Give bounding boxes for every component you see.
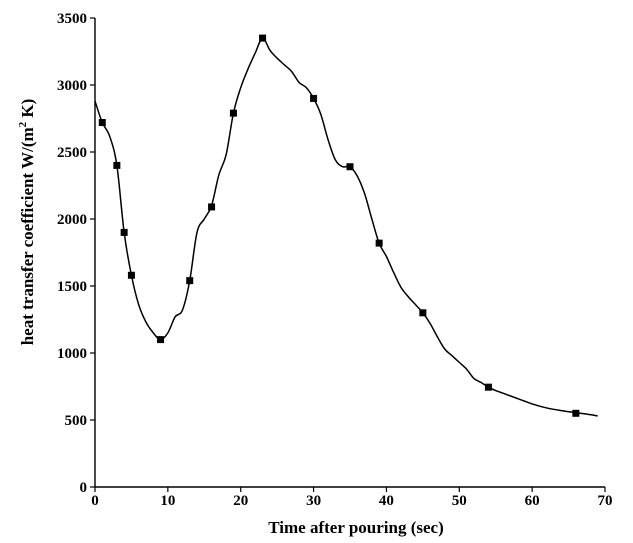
y-tick-label: 2000: [57, 212, 87, 228]
x-tick-label: 40: [379, 493, 394, 509]
data-point-marker: [375, 239, 383, 247]
x-axis-ticks: 0 10 20 30 40 50 60 70: [91, 487, 613, 509]
x-tick-label: 30: [306, 493, 321, 509]
x-tick-label: 0: [91, 493, 99, 509]
x-tick-label: 10: [160, 493, 175, 509]
y-tick-label: 0: [80, 480, 88, 496]
data-point-marker: [157, 336, 165, 344]
data-point-marker: [127, 271, 135, 279]
data-point-marker: [310, 94, 318, 102]
data-point-marker: [208, 203, 216, 211]
x-axis-title: Time after pouring (sec): [268, 518, 443, 537]
y-tick-label: 3000: [57, 78, 87, 94]
x-tick-label: 20: [233, 493, 248, 509]
series-line: [94, 37, 598, 417]
series-markers: [98, 34, 580, 417]
y-tick-label: 1000: [57, 346, 87, 362]
y-tick-label: 1500: [57, 279, 87, 295]
y-tick-label: 2500: [57, 145, 87, 161]
x-tick-label: 50: [452, 493, 467, 509]
data-point-marker: [120, 228, 128, 236]
data-point-marker: [346, 163, 354, 171]
y-tick-label: 500: [65, 413, 88, 429]
x-tick-label: 70: [598, 493, 613, 509]
y-axis-title-main: heat transfer coefficient W/(m: [18, 127, 37, 345]
data-point-marker: [419, 309, 427, 317]
data-point-marker: [229, 109, 237, 117]
data-point-marker: [186, 277, 194, 285]
data-point-marker: [572, 409, 580, 417]
data-point-marker: [484, 383, 492, 391]
y-axis-title: heat transfer coefficient W/(m2 K): [17, 99, 37, 346]
y-axis-title-end: K): [18, 99, 37, 122]
y-axis-title-superscript: 2: [17, 121, 29, 127]
y-axis-ticks: 0 500 1000 1500 2000 2500 3000 3500: [57, 11, 95, 496]
x-tick-label: 60: [525, 493, 540, 509]
y-tick-label: 3500: [57, 11, 87, 27]
data-point-marker: [113, 161, 121, 169]
data-point-marker: [259, 34, 267, 42]
data-point-marker: [98, 119, 106, 127]
